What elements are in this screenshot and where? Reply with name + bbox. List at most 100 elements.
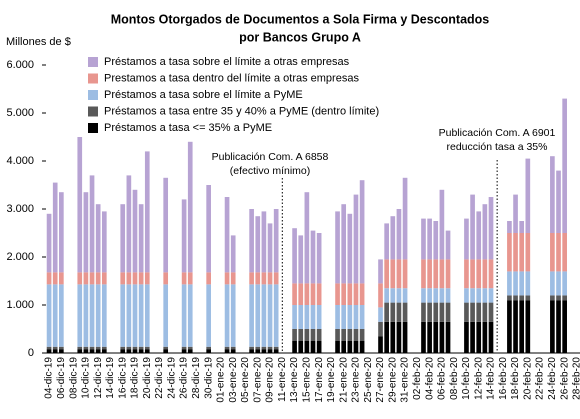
bar-segment [433, 302, 439, 322]
bar-segment [550, 300, 555, 353]
bar-segment [261, 211, 267, 273]
x-tick-label: 31-ene-20 [400, 357, 411, 403]
bar-segment [525, 300, 531, 353]
bar-segment [433, 321, 439, 353]
bar-segment [525, 271, 531, 296]
x-tick-label: 21-ene-20 [338, 357, 349, 403]
bar-segment [507, 295, 512, 301]
bar-segment [488, 288, 494, 303]
bar-segment [556, 170, 561, 233]
x-tick-label: 27-ene-20 [375, 357, 386, 403]
x-tick-label: 05-ene-20 [240, 357, 251, 403]
bar-segment [359, 341, 365, 353]
bar-segment [341, 329, 347, 341]
bar-segment [187, 272, 193, 285]
bar-segment [378, 321, 383, 337]
bar-segment [126, 272, 132, 285]
bar-segment [95, 284, 101, 347]
bar-segment [310, 283, 316, 305]
bar-segment [261, 346, 267, 350]
bar-segment [390, 302, 396, 322]
bar-segment [550, 295, 555, 301]
bar-segment [249, 349, 254, 353]
bar-segment [439, 259, 445, 289]
bar-segment [83, 346, 89, 350]
bar-segment [482, 302, 488, 322]
legend-label: Préstamos a tasa sobre el límite a otras… [104, 56, 350, 68]
bar-segment [163, 349, 169, 353]
bar-segment [255, 284, 261, 347]
bar-segment [144, 346, 150, 350]
bar-segment [427, 218, 432, 260]
bar-segment [476, 259, 482, 289]
bar-segment [556, 271, 561, 296]
bar-segment [298, 329, 304, 341]
y-tick-label: 1.000 [6, 299, 34, 311]
bar-segment [310, 230, 316, 284]
bar-segment [267, 284, 273, 347]
bar-segment [507, 271, 512, 296]
legend-label: Préstamos a tasa <= 35% a PyME [104, 122, 272, 134]
bar-segment [445, 288, 451, 303]
bar-segment [378, 307, 383, 322]
bar-segment [519, 295, 525, 301]
bar-segment [488, 197, 494, 260]
legend-label: Prestamos a tasa dentro del límite a otr… [104, 72, 359, 84]
bar-segment [513, 300, 518, 353]
bar-segment [445, 259, 451, 289]
bar-segment [384, 321, 389, 353]
x-tick-label: 14-dic-19 [105, 357, 116, 399]
annotation: Publicación Com. A 6901 [439, 127, 556, 139]
x-tick-label: 18-feb-20 [510, 357, 521, 400]
bar-segment [384, 288, 389, 303]
bar-segment [421, 288, 426, 303]
bar-segment [83, 349, 89, 353]
bar-segment [525, 233, 531, 272]
bar-segment [273, 349, 279, 353]
bar-segment [427, 259, 432, 289]
legend-swatch [88, 73, 98, 84]
bar-segment [261, 272, 267, 285]
bar-segment [181, 272, 187, 285]
bar-segment [316, 283, 322, 305]
y-tick-label: 0 [28, 347, 34, 359]
bar-segment [402, 288, 408, 303]
bar-segment [261, 349, 267, 353]
bar-segment [341, 204, 347, 284]
bar-segment [95, 272, 101, 285]
bar-segment [138, 346, 144, 350]
bar-segment [95, 204, 101, 273]
annotation: (efectivo mínimo) [230, 165, 311, 177]
bar-segment [390, 321, 396, 353]
bar-segment [347, 341, 353, 353]
legend-swatch [88, 90, 98, 100]
bar-segment [562, 300, 567, 353]
bar-segment [89, 272, 95, 285]
legend-swatch [88, 57, 98, 67]
bar-segment [396, 259, 402, 289]
bar-segment [507, 233, 512, 272]
bar-segment [310, 305, 316, 329]
x-tick-label: 12-dic-19 [93, 357, 104, 399]
bar-segment [89, 346, 95, 350]
x-tick-label: 08-dic-19 [68, 357, 79, 399]
bar-segment [556, 295, 561, 301]
bar-segment [89, 349, 95, 353]
bar-segment [384, 223, 389, 260]
bar-segment [507, 300, 512, 353]
bar-segment [482, 288, 488, 303]
bar-segment [316, 305, 322, 329]
bar-segment [359, 283, 365, 305]
bar-segment [126, 346, 132, 350]
bar-segment [488, 302, 494, 322]
x-tick-label: 04-dic-19 [44, 357, 55, 399]
bar-segment [464, 321, 469, 353]
bar-segment [224, 284, 230, 347]
bar-segment [95, 346, 101, 350]
bar-segment [132, 284, 138, 347]
bar-segment [144, 151, 150, 273]
bar-segment [255, 272, 261, 285]
y-axis-label: Millones de $ [6, 36, 71, 48]
bar-segment [273, 209, 279, 273]
bar-segment [298, 283, 304, 305]
